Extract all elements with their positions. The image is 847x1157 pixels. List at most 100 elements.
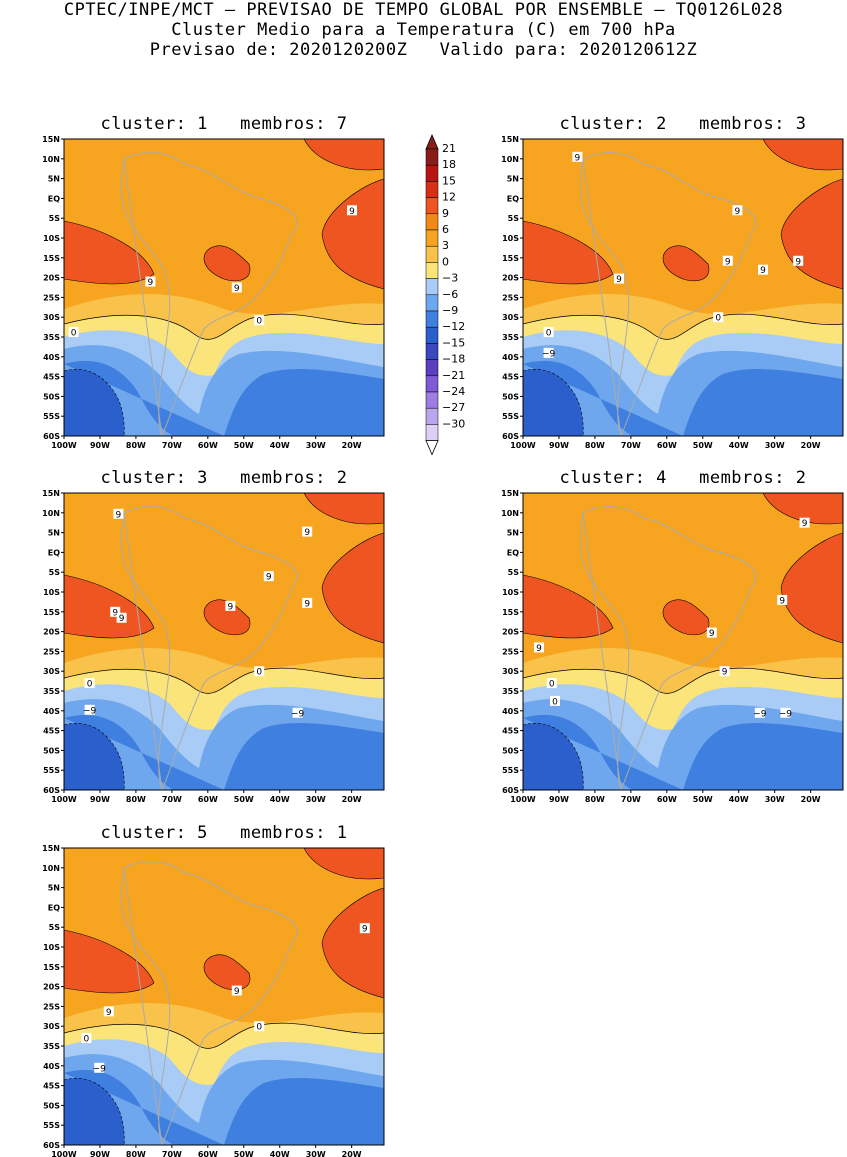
warm-region-9c-central bbox=[203, 954, 251, 991]
x-tick-label: 100W bbox=[510, 795, 536, 804]
y-tick-label: 10S bbox=[43, 588, 60, 597]
map-frame bbox=[63, 138, 385, 437]
x-tick-label: 50W bbox=[693, 441, 713, 450]
x-tick-label: 20W bbox=[342, 441, 362, 450]
colorbar-swatch bbox=[425, 391, 439, 409]
contour-label-box bbox=[94, 1062, 105, 1073]
colorbar-label: 3 bbox=[442, 239, 449, 252]
y-tick-label: 45S bbox=[43, 1082, 60, 1091]
y-tick-label: EQ bbox=[507, 548, 519, 557]
warm-region-9c-west bbox=[523, 220, 614, 285]
y-tick-label: 30S bbox=[502, 313, 519, 322]
y-tick-label: 5N bbox=[507, 175, 519, 184]
x-tick-label: 90W bbox=[90, 795, 110, 804]
contour-label: 9 bbox=[234, 987, 240, 997]
y-tick-label: 20S bbox=[43, 274, 60, 283]
map-panel-4: 9 9 9 9 9 0 0 −9 −9 15N 10N 5N EQ 5S 10S 15S 20S 25S 30S 35… bbox=[501, 489, 844, 804]
temperature-minus9-to-minus6-band bbox=[64, 360, 384, 436]
map-frame bbox=[522, 138, 844, 437]
contour-label: 9 bbox=[795, 257, 801, 267]
warm-region-9c-west bbox=[64, 929, 155, 994]
y-tick-label: 45S bbox=[502, 373, 519, 382]
y-tick-label: 35S bbox=[43, 333, 60, 342]
x-tick-label: 30W bbox=[306, 795, 326, 804]
y-tick-label: 20S bbox=[502, 274, 519, 283]
x-tick-label: 100W bbox=[51, 1150, 77, 1157]
y-tick-label: EQ bbox=[48, 548, 60, 557]
colorbar-label: 6 bbox=[442, 223, 449, 236]
x-tick-label: 60W bbox=[198, 441, 218, 450]
contour-label-box bbox=[359, 923, 370, 934]
continent-outline bbox=[579, 506, 757, 790]
y-tick-label: 15N bbox=[501, 135, 519, 144]
x-tick-label: 50W bbox=[234, 441, 254, 450]
y-tick-label: 55S bbox=[43, 412, 60, 421]
contour-label-box bbox=[780, 707, 791, 718]
x-tick-label: 40W bbox=[270, 441, 290, 450]
map-panel-2: 9 9 9 9 9 9 0 0 −9 15N 10N 5N EQ 5S 10S 15S 20S 25S 30S 35S… bbox=[501, 135, 844, 450]
panel-4-title: cluster: 4 membros: 2 bbox=[559, 468, 807, 488]
y-tick-label: 30S bbox=[43, 667, 60, 676]
continent-outline bbox=[120, 861, 298, 1145]
contour-label-box bbox=[713, 312, 724, 323]
colorbar-swatch bbox=[425, 197, 439, 215]
colorbar-swatch bbox=[425, 424, 439, 441]
y-tick-label: 5S bbox=[508, 568, 520, 577]
x-tick-label: 40W bbox=[270, 795, 290, 804]
colorbar-swatch bbox=[425, 181, 439, 198]
continent-outline bbox=[120, 506, 298, 790]
contour-label-box bbox=[302, 526, 313, 537]
contour-label-box bbox=[84, 704, 95, 715]
cold-region-minus9c bbox=[523, 369, 584, 436]
y-tick-label: 5S bbox=[49, 214, 61, 223]
temperature-minus9-to-minus6-band bbox=[523, 714, 843, 790]
colorbar-swatch bbox=[425, 326, 439, 344]
contour-label: 9 bbox=[616, 275, 622, 285]
y-tick-label: 25S bbox=[43, 647, 60, 656]
x-tick-label: 70W bbox=[162, 795, 182, 804]
colorbar-label: 9 bbox=[442, 207, 449, 220]
warm-region-9c-west bbox=[64, 574, 155, 639]
y-tick-label: 20S bbox=[43, 628, 60, 637]
colorbar-label: 18 bbox=[442, 158, 456, 171]
colorbar-label: −3 bbox=[442, 272, 458, 285]
y-tick-label: 10N bbox=[501, 509, 519, 518]
x-tick-label: 90W bbox=[90, 441, 110, 450]
colorbar-swatch bbox=[425, 359, 439, 377]
x-tick-label: 20W bbox=[342, 795, 362, 804]
contour-label: 9 bbox=[112, 608, 118, 618]
x-tick-label: 90W bbox=[549, 795, 569, 804]
y-tick-label: 30S bbox=[43, 1022, 60, 1031]
x-tick-label: 40W bbox=[729, 441, 749, 450]
colorbar-swatch bbox=[425, 164, 439, 182]
x-tick-label: 20W bbox=[801, 441, 821, 450]
contour-label-box bbox=[546, 678, 557, 689]
contour-label-box bbox=[254, 666, 265, 677]
colorbar-swatch bbox=[425, 343, 439, 360]
y-tick-label: 35S bbox=[43, 1042, 60, 1051]
contour-label-box bbox=[719, 666, 730, 677]
contour-label: −9 bbox=[93, 1064, 107, 1074]
y-tick-label: 50S bbox=[43, 1101, 60, 1110]
y-tick-label: 40S bbox=[43, 1062, 60, 1071]
x-tick-label: 100W bbox=[51, 795, 77, 804]
temperature-minus9-to-minus6-band bbox=[523, 360, 843, 436]
warm-region-9c-central bbox=[662, 599, 710, 636]
x-tick-label: 20W bbox=[801, 795, 821, 804]
y-tick-label: 5N bbox=[48, 175, 60, 184]
contour-label: 9 bbox=[735, 207, 741, 217]
temperature-minus9-to-minus6-band bbox=[64, 714, 384, 790]
contour-label-box bbox=[81, 1033, 92, 1044]
map-frame bbox=[522, 492, 844, 791]
x-tick-label: 30W bbox=[765, 795, 785, 804]
warm-region-9c-east bbox=[321, 178, 384, 290]
contour-label: 0 bbox=[256, 317, 262, 327]
continent-outline bbox=[579, 152, 757, 436]
x-tick-label: 50W bbox=[234, 795, 254, 804]
y-tick-label: 15S bbox=[43, 608, 60, 617]
contour-label-box bbox=[254, 1021, 265, 1032]
y-tick-label: 15N bbox=[42, 489, 60, 498]
contour-label-box bbox=[145, 276, 156, 287]
contour-label: 0 bbox=[552, 697, 558, 707]
